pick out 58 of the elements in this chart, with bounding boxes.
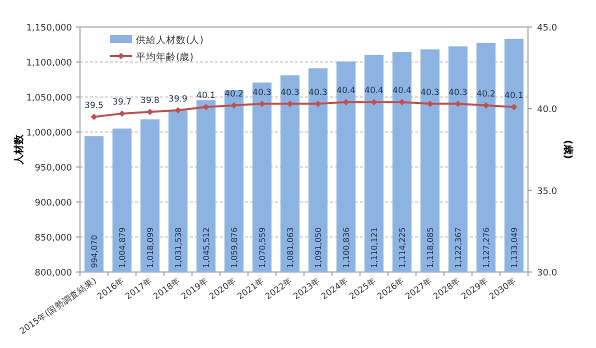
y-tick-label: 950,000	[34, 164, 72, 174]
data-label: 1,081,063	[286, 227, 295, 268]
data-label: 40.2	[476, 89, 496, 100]
data-label: 1,118,085	[426, 227, 435, 268]
point	[230, 102, 238, 109]
y2-tick-label: 45.0	[537, 24, 558, 34]
y2-tick-label: 40.0	[537, 105, 558, 116]
data-label: 40.4	[392, 86, 412, 96]
data-label: 40.4	[336, 86, 356, 96]
data-label: 1,127,276	[482, 227, 491, 268]
data-label: 40.1	[196, 91, 216, 102]
data-label: 40.1	[504, 91, 524, 102]
y-tick-label: 1,050,000	[26, 94, 72, 104]
y-axis-title: 人材数	[13, 134, 25, 166]
y2-tick-label: 35.0	[537, 186, 558, 197]
data-label: 40.3	[448, 88, 468, 98]
data-label: 39.5	[84, 100, 104, 111]
y-tick-label: 850,000	[34, 234, 72, 244]
data-label: 1,110,121	[370, 227, 379, 268]
data-label: 1,122,367	[454, 227, 463, 268]
data-label: 39.9	[168, 94, 188, 104]
data-label: 40.3	[280, 88, 300, 98]
data-label: 994,070	[90, 234, 99, 268]
data-label: 1,004,879	[118, 227, 127, 268]
point	[510, 104, 518, 110]
data-label: 40.3	[420, 88, 440, 98]
point	[146, 108, 154, 116]
point	[398, 98, 406, 106]
data-label: 1,018,099	[146, 227, 155, 268]
y-tick-label: 1,150,000	[26, 24, 72, 34]
y2-tick-label: 30.0	[537, 268, 558, 278]
data-label: 1,100,836	[342, 227, 351, 268]
point	[202, 104, 210, 110]
data-label: 1,133,049	[510, 227, 519, 268]
point	[342, 98, 350, 106]
point	[118, 110, 126, 117]
y-tick-label: 800,000	[34, 268, 72, 278]
point	[370, 98, 378, 106]
data-label: 40.2	[224, 89, 244, 100]
data-label: 39.7	[112, 98, 132, 108]
point	[482, 102, 490, 109]
data-label: 1,045,512	[202, 227, 211, 268]
data-label: 1,070,559	[258, 227, 267, 268]
data-label: 40.3	[308, 88, 328, 98]
data-label: 40.3	[252, 88, 272, 98]
data-label: 1,091,050	[314, 227, 323, 268]
data-label: 1,059,876	[230, 227, 239, 268]
y-tick-label: 1,000,000	[26, 128, 72, 138]
point	[90, 114, 98, 120]
legend-label: 平均年齢(歳)	[136, 51, 194, 63]
legend-label: 供給人材数(人)	[136, 34, 204, 46]
data-label: 1,031,538	[174, 227, 183, 268]
y-tick-label: 900,000	[34, 198, 72, 208]
y2-axis-title: (歳)	[562, 140, 574, 160]
data-label: 1,114,225	[398, 227, 407, 268]
data-label: 39.8	[140, 96, 160, 106]
y-tick-label: 1,100,000	[26, 58, 72, 68]
data-label: 40.4	[364, 86, 384, 96]
